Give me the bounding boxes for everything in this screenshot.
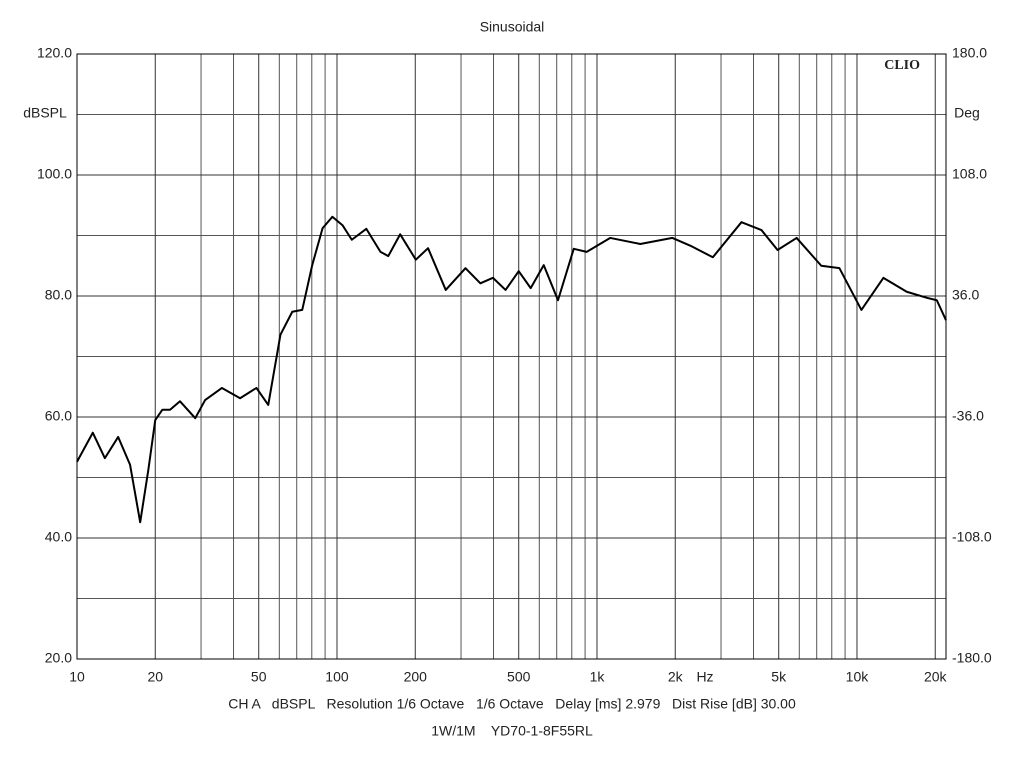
y-tick-label: 80.0 [45, 287, 72, 303]
x-tick-label: 1k [590, 669, 606, 685]
y2-tick-label: -36.0 [952, 408, 984, 424]
y2-tick-label: 180.0 [952, 45, 987, 61]
y2-tick-label: 108.0 [952, 166, 987, 182]
plot-border [76, 53, 947, 660]
x-tick-label: 5k [771, 669, 787, 685]
x-tick-label: 20k [924, 669, 948, 685]
x-tick-label: 500 [507, 669, 531, 685]
y2-tick-label: 36.0 [952, 287, 979, 303]
y-tick-label: 60.0 [45, 408, 72, 424]
x-tick-label: 10k [846, 669, 870, 685]
y2-tick-label: -108.0 [952, 529, 992, 545]
watermark: CLIO [884, 58, 920, 73]
y-tick-label: 120.0 [37, 45, 72, 61]
y-axis-label: dBSPL [23, 105, 67, 121]
y2-axis-label: Deg [954, 105, 980, 121]
x-tick-label: 50 [251, 669, 267, 685]
y2-tick-label: -180.0 [952, 650, 992, 666]
x-tick-label: 100 [325, 669, 349, 685]
y-tick-label: 20.0 [45, 650, 72, 666]
y-tick-label: 100.0 [37, 166, 72, 182]
chart-title: Sinusoidal [480, 19, 545, 35]
y-tick-label: 40.0 [45, 529, 72, 545]
footer: 1W/1M YD70-1-8F55RL [431, 723, 593, 739]
footer: CH A dBSPL Resolution 1/6 Octave 1/6 Oct… [228, 696, 796, 712]
x-tick-label: 10 [69, 669, 85, 685]
x-tick-label: 20 [147, 669, 163, 685]
data-line [76, 215, 947, 524]
x-tick-label: 2k [668, 669, 684, 685]
x-tick-label: 200 [404, 669, 428, 685]
x-axis-label: Hz [696, 669, 713, 685]
